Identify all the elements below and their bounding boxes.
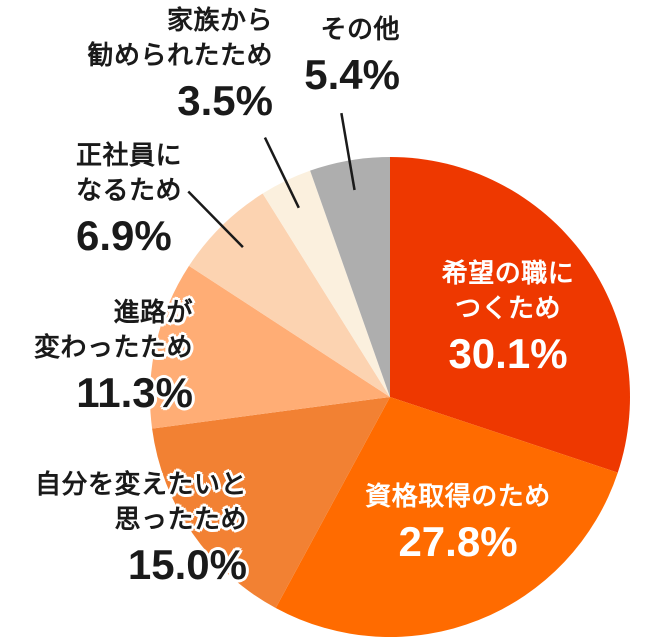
slice-label-career-path-changed: 進路が 変わったため 11.3% bbox=[3, 295, 193, 415]
slice-percentage: 15.0% bbox=[127, 541, 247, 588]
slice-label-text: 進路が bbox=[113, 297, 193, 327]
slice-label-text: 資格取得のため bbox=[365, 481, 551, 511]
slice-label-text: 勧められたため bbox=[87, 40, 273, 70]
slice-label-change-myself: 自分を変えたいと 思ったため 15.0% bbox=[7, 467, 247, 587]
leader-line-5 bbox=[263, 137, 300, 209]
slice-label-text: 正社員に bbox=[76, 140, 183, 170]
slice-label-text: つくため bbox=[454, 293, 561, 323]
slice-label-text: 思ったため bbox=[114, 504, 247, 534]
slice-percentage: 6.9% bbox=[76, 212, 172, 259]
pie-slice-3 bbox=[150, 265, 390, 429]
slice-percentage: 3.5% bbox=[177, 77, 273, 124]
slice-label-text: 家族から bbox=[166, 5, 273, 35]
pie-slice-6 bbox=[310, 157, 390, 397]
slice-label-full-time-employee: 正社員に なるため 6.9% bbox=[76, 138, 206, 258]
slice-label-other: その他 5.4% bbox=[270, 12, 400, 97]
slice-label-text: 希望の職に bbox=[441, 258, 575, 288]
pie-slice-1 bbox=[275, 397, 618, 638]
slice-label-family-recommendation: 家族から 勧められたため 3.5% bbox=[73, 3, 273, 123]
slice-label-text: 自分を変えたいと bbox=[34, 469, 247, 499]
pie-slice-2 bbox=[152, 397, 390, 609]
pie-slice-0 bbox=[390, 157, 630, 473]
slice-label-desired-job: 希望の職に つくため 30.1% bbox=[418, 256, 598, 376]
slice-percentage: 5.4% bbox=[304, 51, 400, 98]
slice-percentage: 11.3% bbox=[76, 369, 193, 416]
slice-label-qualification: 資格取得のため 27.8% bbox=[358, 479, 558, 564]
slice-percentage: 27.8% bbox=[398, 518, 518, 565]
pie-slice-5 bbox=[262, 170, 390, 397]
slice-label-text: その他 bbox=[320, 14, 400, 44]
leader-line-6 bbox=[340, 112, 356, 191]
slice-percentage: 30.1% bbox=[448, 330, 568, 377]
slice-label-text: 変わったため bbox=[33, 332, 193, 362]
leader-line-4 bbox=[187, 190, 244, 248]
slice-label-text: なるため bbox=[76, 175, 183, 205]
